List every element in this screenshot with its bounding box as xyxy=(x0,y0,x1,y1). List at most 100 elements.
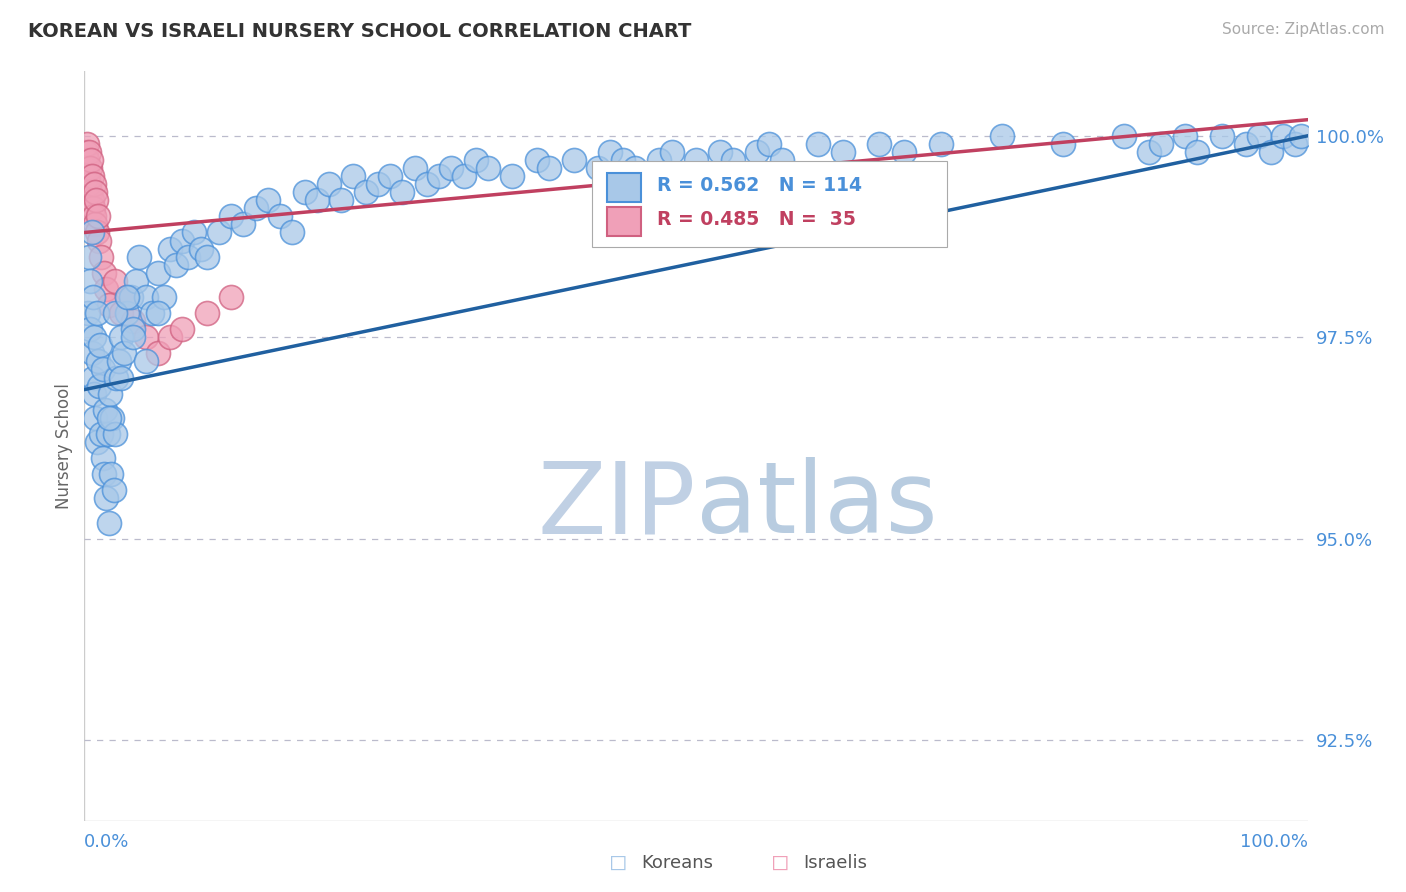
Point xyxy=(172,322,194,336)
Point xyxy=(97,410,120,425)
Point xyxy=(624,161,647,175)
Point xyxy=(416,177,439,191)
Point xyxy=(146,266,169,280)
Point xyxy=(80,346,103,360)
Point xyxy=(1247,128,1270,143)
Point xyxy=(82,169,104,183)
Point xyxy=(96,491,118,506)
Point xyxy=(1150,136,1173,151)
Text: ◻: ◻ xyxy=(770,853,790,872)
Point xyxy=(82,202,104,216)
Point xyxy=(330,194,353,208)
Point xyxy=(80,226,103,240)
Point xyxy=(526,153,548,167)
Point xyxy=(80,194,103,208)
Point xyxy=(125,274,148,288)
Point xyxy=(404,161,426,175)
Point xyxy=(502,169,524,183)
Point xyxy=(721,153,744,167)
Point xyxy=(86,434,108,449)
Text: Koreans: Koreans xyxy=(641,855,713,872)
Text: ZIP: ZIP xyxy=(537,458,696,555)
Point xyxy=(107,354,129,368)
Point xyxy=(101,410,124,425)
Point xyxy=(1291,128,1313,143)
Point xyxy=(146,346,169,360)
Point xyxy=(1137,145,1160,159)
Point xyxy=(91,362,114,376)
Text: 100.0%: 100.0% xyxy=(1240,833,1308,851)
Point xyxy=(318,177,340,191)
Point xyxy=(104,274,127,288)
Point xyxy=(893,145,915,159)
Point xyxy=(190,242,212,256)
FancyBboxPatch shape xyxy=(592,161,946,247)
Point xyxy=(84,410,107,425)
Point xyxy=(869,136,891,151)
Point xyxy=(87,378,110,392)
Point xyxy=(831,145,853,159)
Point xyxy=(93,266,115,280)
Point xyxy=(105,370,128,384)
Point xyxy=(104,426,127,441)
Point xyxy=(75,161,97,175)
Point xyxy=(141,306,163,320)
Point xyxy=(165,258,187,272)
Point xyxy=(120,290,142,304)
Point xyxy=(83,210,105,224)
Point xyxy=(84,218,107,232)
Text: Israelis: Israelis xyxy=(803,855,868,872)
Point xyxy=(1174,128,1197,143)
Point xyxy=(76,136,98,151)
Point xyxy=(1114,128,1136,143)
Point xyxy=(159,242,181,256)
Point xyxy=(86,306,108,320)
Point xyxy=(477,161,499,175)
Point xyxy=(104,306,127,320)
Point xyxy=(77,169,100,183)
Point xyxy=(177,250,200,264)
Point xyxy=(83,185,105,199)
Point xyxy=(86,226,108,240)
Point xyxy=(305,194,328,208)
Point xyxy=(135,354,157,368)
Point xyxy=(464,153,486,167)
Text: Source: ZipAtlas.com: Source: ZipAtlas.com xyxy=(1222,22,1385,37)
Point xyxy=(219,210,242,224)
Point xyxy=(183,226,205,240)
Point xyxy=(77,306,100,320)
Point xyxy=(661,145,683,159)
Point xyxy=(1187,145,1209,159)
Point xyxy=(135,290,157,304)
Point xyxy=(80,153,103,167)
Point xyxy=(153,290,176,304)
Point xyxy=(562,153,585,167)
Point xyxy=(685,153,707,167)
Point xyxy=(83,177,105,191)
Point xyxy=(100,467,122,482)
Text: ◻: ◻ xyxy=(609,853,628,872)
Point xyxy=(380,169,402,183)
Point xyxy=(208,226,231,240)
Point xyxy=(110,330,132,344)
Point xyxy=(612,153,634,167)
Point xyxy=(97,516,120,530)
Point xyxy=(135,330,157,344)
Point xyxy=(83,386,105,401)
Point xyxy=(391,185,413,199)
Point xyxy=(115,290,138,304)
Point xyxy=(91,451,114,466)
Point xyxy=(115,306,138,320)
Point xyxy=(110,370,132,384)
Point xyxy=(172,234,194,248)
Point xyxy=(94,402,117,417)
Point xyxy=(648,153,671,167)
Point xyxy=(232,218,254,232)
Point xyxy=(87,210,110,224)
Point xyxy=(586,161,609,175)
Text: atlas: atlas xyxy=(696,458,938,555)
Point xyxy=(747,145,769,159)
Point xyxy=(97,298,120,312)
Point xyxy=(257,194,280,208)
Y-axis label: Nursery School: Nursery School xyxy=(55,383,73,509)
